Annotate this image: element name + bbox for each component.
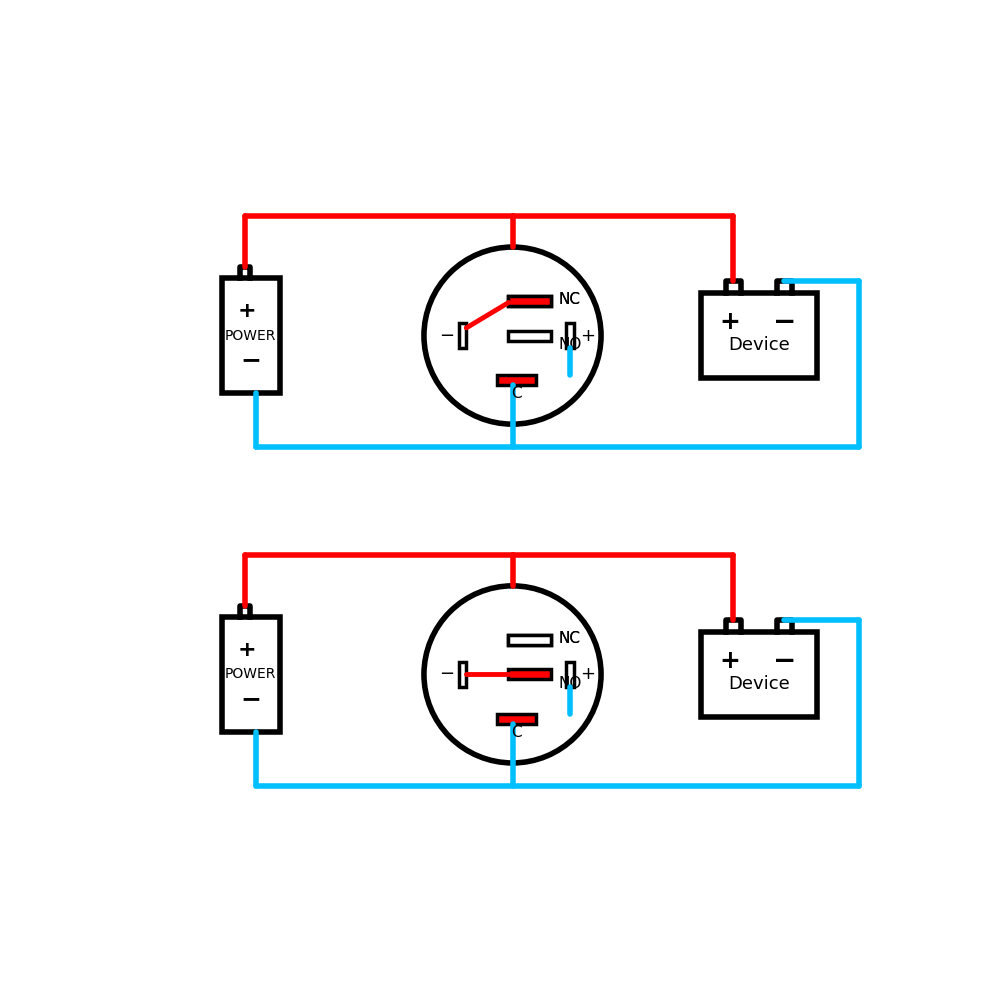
Text: C: C [511, 725, 522, 740]
Text: NC: NC [559, 292, 581, 307]
Text: NO: NO [559, 337, 582, 352]
Text: −: − [773, 647, 796, 675]
Bar [701, 632, 817, 717]
Bar [701, 293, 817, 378]
Text: −: − [240, 687, 261, 711]
Text: Device: Device [728, 675, 790, 693]
Text: NC: NC [559, 631, 581, 646]
Bar [508, 635, 551, 645]
Bar [508, 296, 551, 306]
Text: +: + [580, 327, 595, 345]
Bar [508, 669, 551, 679]
Text: +: + [720, 649, 740, 673]
Bar [508, 635, 551, 645]
Text: −: − [439, 665, 455, 683]
Text: Device: Device [728, 336, 790, 354]
Bar [459, 662, 466, 687]
Text: NO: NO [559, 676, 582, 691]
Bar [497, 714, 536, 724]
Text: −: − [240, 348, 261, 372]
Bar [222, 617, 280, 732]
Text: +: + [720, 310, 740, 334]
Text: POWER: POWER [225, 329, 276, 343]
Text: POWER: POWER [225, 667, 276, 681]
Text: NC: NC [559, 292, 581, 307]
Bar [566, 323, 574, 348]
Text: −: − [439, 327, 455, 345]
Text: +: + [238, 640, 256, 660]
Bar [497, 375, 536, 385]
Text: NC: NC [559, 631, 581, 646]
Text: +: + [238, 301, 256, 321]
Text: −: − [773, 308, 796, 336]
Bar [566, 662, 574, 687]
Bar [508, 331, 551, 341]
Text: +: + [580, 665, 595, 683]
Bar [222, 278, 280, 393]
Bar [508, 296, 551, 306]
Bar [459, 323, 466, 348]
Text: C: C [511, 386, 522, 401]
